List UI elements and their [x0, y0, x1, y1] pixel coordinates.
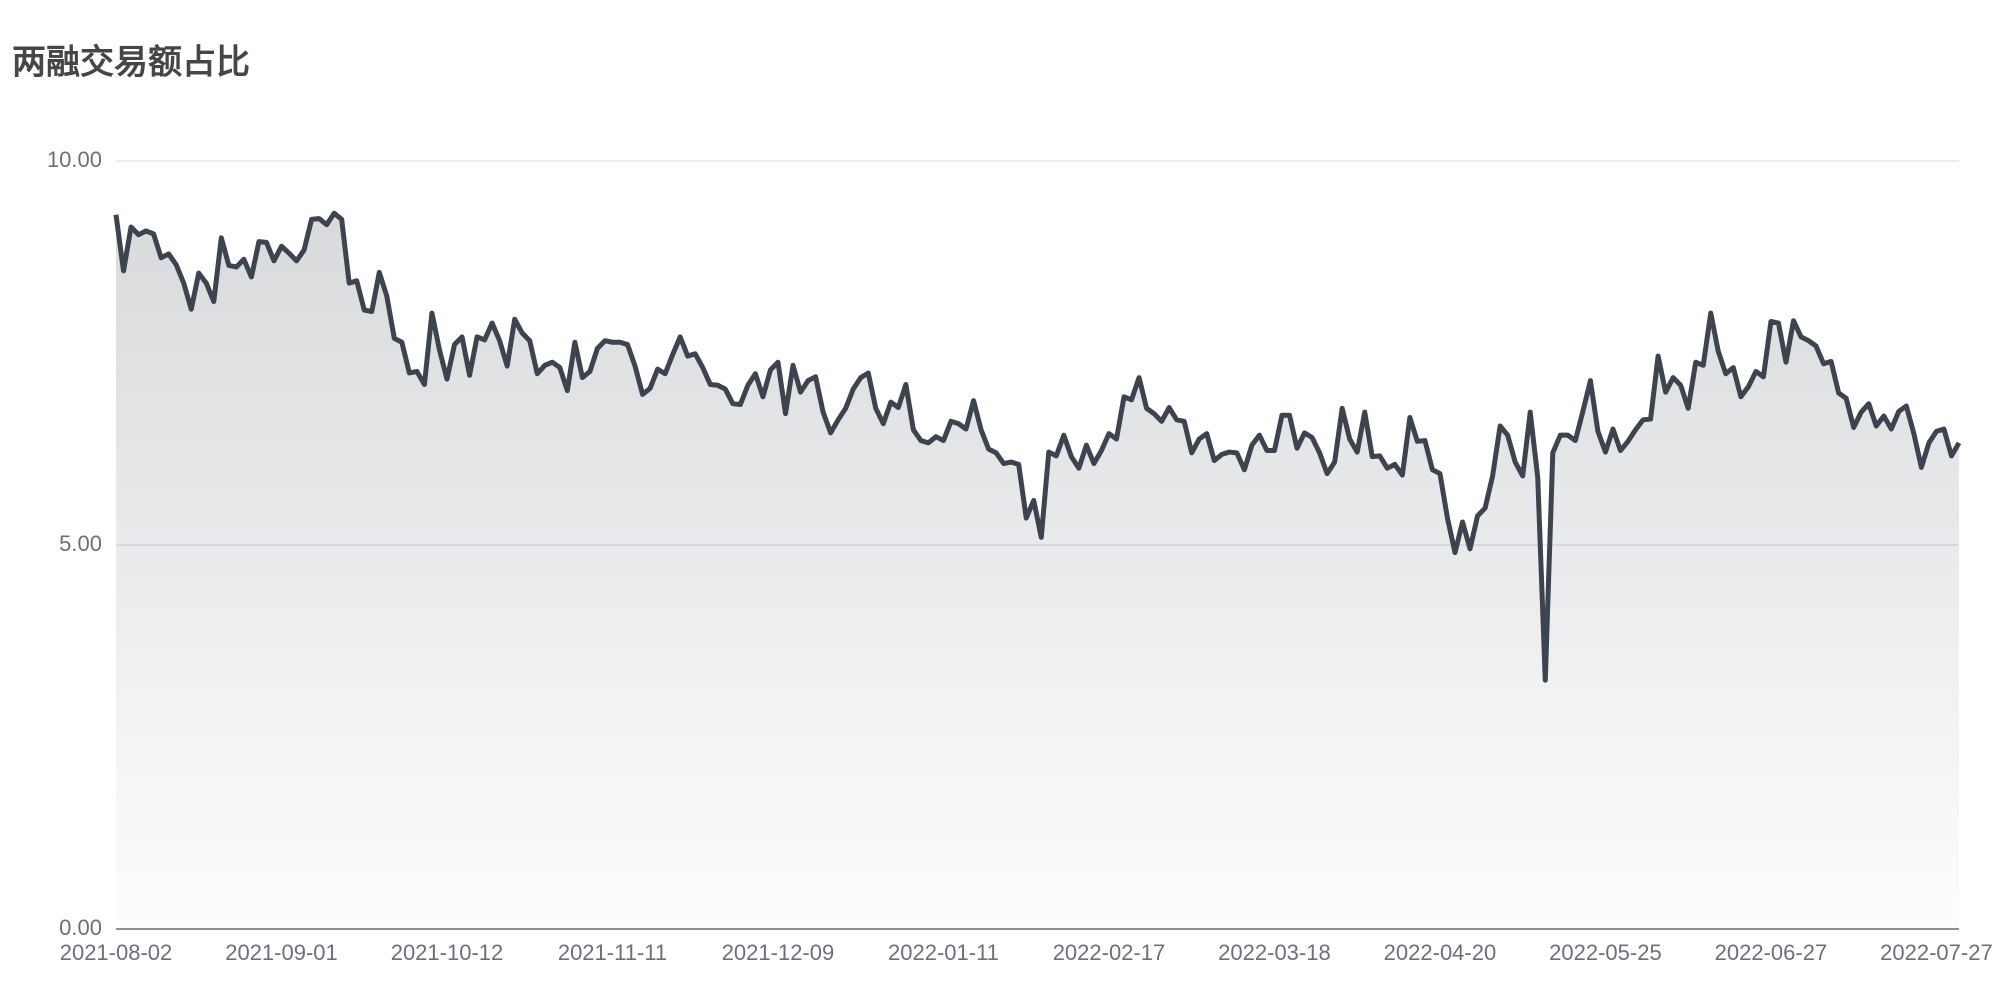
x-tick-label: 2021-08-02 — [60, 940, 173, 965]
y-tick-label: 0.00 — [59, 915, 102, 940]
x-tick-label: 2022-05-25 — [1549, 940, 1662, 965]
x-tick-label: 2021-11-11 — [558, 940, 667, 965]
line — [113, 210, 1962, 683]
x-tick-label: 2021-12-09 — [722, 940, 835, 965]
x-tick-label: 2022-03-18 — [1218, 940, 1331, 965]
chart-title: 两融交易额占比 — [12, 43, 250, 83]
x-tick-label: 2022-06-27 — [1715, 940, 1828, 965]
y-tick-label: 10.00 — [47, 147, 102, 172]
x-tick-label: 2022-07-27 — [1880, 940, 1993, 965]
area — [116, 213, 1959, 930]
x-tick-label: 2022-02-17 — [1053, 940, 1166, 965]
x-tick-label: 2022-01-11 — [888, 940, 999, 965]
y-tick-label: 5.00 — [59, 531, 102, 556]
x-tick-label: 2022-04-20 — [1384, 940, 1497, 965]
x-tick-label: 2021-10-12 — [391, 940, 504, 965]
x-tick-label: 2021-09-01 — [225, 940, 338, 965]
